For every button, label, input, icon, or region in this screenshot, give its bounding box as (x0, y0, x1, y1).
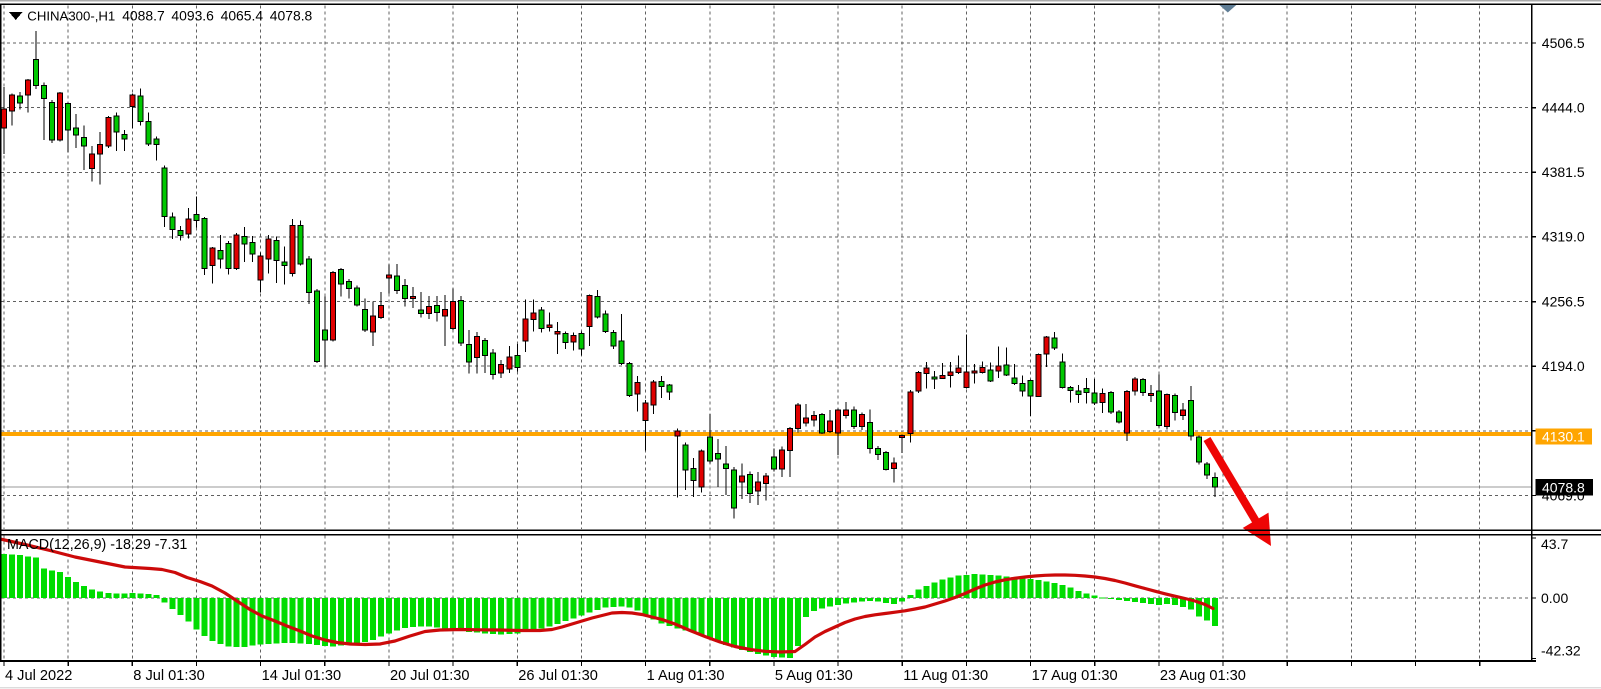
svg-text:4381.5: 4381.5 (1542, 164, 1585, 180)
svg-text:5 Aug 01:30: 5 Aug 01:30 (775, 668, 853, 684)
svg-text:4078.8: 4078.8 (270, 8, 313, 24)
svg-text:8 Jul 01:30: 8 Jul 01:30 (133, 668, 204, 684)
svg-text:11 Aug 01:30: 11 Aug 01:30 (903, 668, 988, 684)
svg-text:4093.6: 4093.6 (171, 8, 214, 24)
svg-text:4078.8: 4078.8 (1542, 480, 1585, 496)
svg-text:26 Jul 01:30: 26 Jul 01:30 (518, 668, 598, 684)
svg-text:4130.1: 4130.1 (1542, 429, 1585, 445)
svg-text:1 Aug 01:30: 1 Aug 01:30 (647, 668, 725, 684)
svg-text:4 Jul 2022: 4 Jul 2022 (5, 668, 72, 684)
svg-text:4506.5: 4506.5 (1542, 35, 1585, 51)
svg-text:CHINA300-,H1: CHINA300-,H1 (27, 9, 115, 24)
svg-text:4256.5: 4256.5 (1542, 293, 1585, 309)
svg-text:14 Jul 01:30: 14 Jul 01:30 (262, 668, 342, 684)
svg-text:4319.0: 4319.0 (1542, 229, 1585, 245)
svg-text:0.00: 0.00 (1541, 590, 1568, 606)
svg-text:MACD(12,26,9) -18.29 -7.31: MACD(12,26,9) -18.29 -7.31 (7, 537, 187, 553)
svg-text:20 Jul 01:30: 20 Jul 01:30 (390, 668, 470, 684)
svg-text:4065.4: 4065.4 (221, 8, 264, 24)
svg-text:4444.0: 4444.0 (1542, 99, 1585, 115)
svg-text:17 Aug 01:30: 17 Aug 01:30 (1032, 668, 1118, 684)
svg-text:4194.0: 4194.0 (1542, 358, 1585, 374)
svg-text:23 Aug 01:30: 23 Aug 01:30 (1160, 668, 1246, 684)
svg-text:43.7: 43.7 (1541, 536, 1568, 552)
svg-text:4088.7: 4088.7 (122, 8, 165, 24)
svg-text:-42.32: -42.32 (1541, 643, 1581, 659)
